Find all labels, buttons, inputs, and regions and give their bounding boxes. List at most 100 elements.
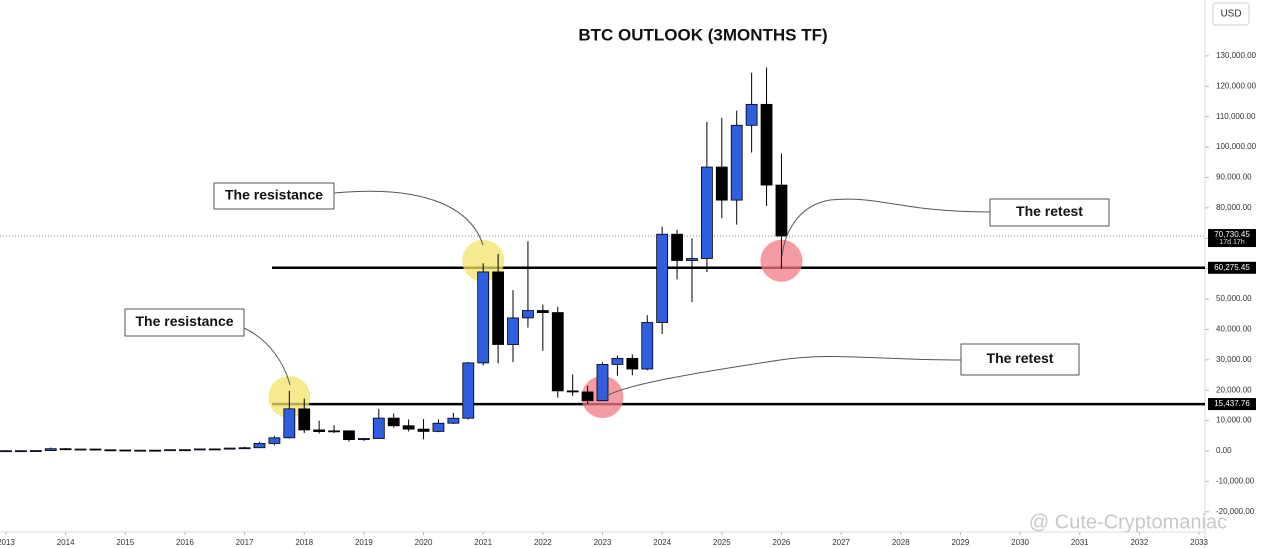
x-tick-label: 2016 (176, 538, 194, 547)
x-tick-label: 2022 (534, 538, 552, 547)
candle-body (74, 448, 87, 451)
last-price-label: 70,730.45 (1214, 230, 1250, 239)
y-tick-label: 100,000.00 (1216, 142, 1257, 151)
candle-body (551, 312, 564, 392)
candle-body (134, 449, 147, 452)
candle-body (387, 417, 400, 427)
candle-body (417, 428, 430, 432)
x-tick-label: 2023 (594, 538, 612, 547)
y-tick-label: 20,000.00 (1216, 385, 1252, 394)
candle-body (193, 448, 206, 451)
candle-body (104, 449, 117, 452)
y-tick-label: 110,000.00 (1216, 112, 1256, 121)
x-tick-label: 2026 (773, 538, 791, 547)
candle-body (238, 447, 251, 450)
annotation-text: The resistance (225, 187, 323, 203)
x-tick-label: 2033 (1190, 538, 1208, 547)
candle-body (745, 103, 758, 126)
x-tick-label: 2027 (832, 538, 850, 547)
candle-body (775, 184, 788, 237)
candle-body (59, 448, 72, 451)
candle-body (760, 103, 773, 186)
candle-body (641, 322, 654, 370)
currency-label: USD (1220, 9, 1241, 20)
annotation-text: The retest (1016, 203, 1083, 219)
candle-body (298, 408, 311, 431)
annotation-box (960, 343, 1080, 376)
candle-body (611, 357, 624, 365)
x-tick-label: 2031 (1071, 538, 1089, 547)
candle-body (328, 430, 340, 433)
y-tick-label: 30,000.00 (1216, 355, 1252, 364)
candle-body (29, 450, 42, 452)
x-tick-label: 2019 (355, 538, 373, 547)
watermark: @ Cute-Cryptomaniac (1029, 511, 1227, 533)
level-label: 15,437.76 (1214, 399, 1250, 408)
candle-body (671, 233, 683, 261)
x-tick-label: 2015 (116, 538, 134, 547)
candle-body (253, 443, 266, 449)
connector (781, 198, 991, 257)
candle-body (447, 417, 460, 424)
connector (602, 355, 962, 399)
candle-body (44, 448, 57, 451)
candle-body (179, 449, 191, 452)
y-tick-label: 40,000.00 (1216, 325, 1252, 334)
candle-body (208, 448, 221, 451)
candle-body (507, 317, 519, 345)
last-price-box (1208, 229, 1256, 248)
candle-body (432, 422, 445, 432)
candle-body (656, 233, 669, 323)
candle-body (89, 448, 102, 451)
x-tick-label: 2028 (892, 538, 910, 547)
y-tick-label: 0.00 (1216, 446, 1232, 455)
candle-body (283, 408, 296, 439)
candle-body (536, 310, 549, 313)
x-tick-label: 2017 (236, 538, 254, 547)
candle-body (566, 390, 579, 393)
candle-body (596, 364, 609, 402)
connector (333, 190, 484, 246)
candle-body (522, 310, 534, 319)
y-tick-label: -20,000.00 (1216, 507, 1255, 516)
candle-body (0, 450, 12, 453)
candle-body (581, 391, 594, 402)
candle-body (730, 124, 743, 201)
x-tick-label: 2029 (952, 538, 970, 547)
candle-body (164, 449, 176, 452)
highlight-circle (462, 239, 505, 282)
candle-body (268, 437, 281, 444)
candle-body (715, 166, 728, 201)
x-tick-label: 2024 (653, 538, 671, 547)
y-tick-label: 50,000.00 (1216, 294, 1252, 303)
candle-body (686, 258, 698, 261)
x-tick-label: 2021 (474, 538, 492, 547)
chart-title: BTC OUTLOOK (3MONTHS TF) (578, 25, 827, 44)
candle-body (14, 450, 27, 453)
y-tick-label: 120,000.00 (1216, 81, 1257, 90)
connector (243, 327, 291, 386)
annotation-box (989, 198, 1110, 227)
level-box (1208, 261, 1256, 274)
candle-body (462, 362, 475, 419)
candle-body (357, 438, 370, 441)
candle-body (492, 271, 505, 345)
candles-layer (0, 67, 788, 453)
y-tick-label: -10,000.00 (1216, 476, 1255, 485)
x-tick-label: 2032 (1130, 538, 1148, 547)
countdown-label: 17d 17h (1219, 239, 1244, 246)
y-tick-label: 90,000.00 (1216, 173, 1252, 182)
candle-body (313, 429, 326, 432)
candle-body (119, 449, 132, 452)
x-tick-label: 2014 (57, 538, 75, 547)
candle-body (402, 425, 415, 430)
currency-button[interactable] (1212, 2, 1250, 26)
x-tick-label: 2018 (295, 538, 313, 547)
candle-body (626, 357, 639, 370)
y-tick-label: 130,000.00 (1216, 51, 1257, 60)
candle-body (223, 447, 236, 450)
x-tick-label: 2013 (0, 538, 15, 547)
annotation-text: The resistance (135, 313, 233, 329)
